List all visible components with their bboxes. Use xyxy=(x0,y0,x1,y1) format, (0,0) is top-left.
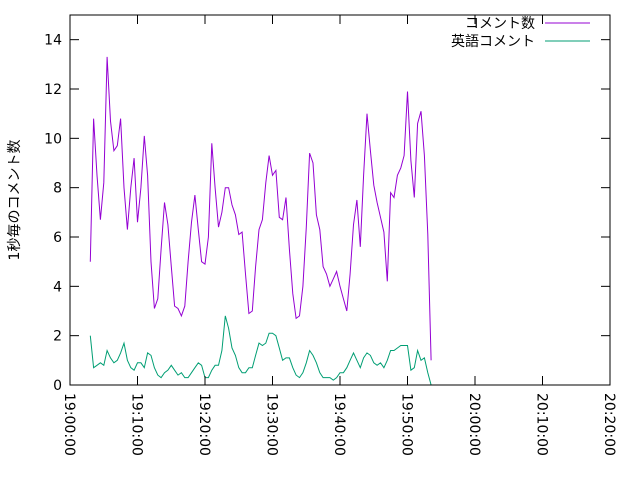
legend-label-2: 英語コメント xyxy=(451,33,535,50)
y-tick-label: 6 xyxy=(53,230,62,246)
x-tick-label: 19:30:00 xyxy=(264,393,280,456)
x-tick-label: 20:20:00 xyxy=(601,393,617,456)
legend-label-1: コメント数 xyxy=(465,16,535,32)
x-tick-label: 19:50:00 xyxy=(399,393,415,456)
y-tick-label: 2 xyxy=(53,329,62,345)
x-tick-label: 19:00:00 xyxy=(61,393,77,456)
y-tick-label: 4 xyxy=(53,279,62,295)
x-tick-label: 19:20:00 xyxy=(196,393,212,456)
y-tick-label: 8 xyxy=(53,181,62,197)
series-line-1 xyxy=(89,56,432,361)
x-tick-label: 20:00:00 xyxy=(466,393,482,456)
x-axis-ticks: 19:00:00 19:10:00 19:20:00 19:30:00 19:40:00… xyxy=(61,15,617,456)
series-line-2 xyxy=(89,315,432,386)
x-tick-label: 20:10:00 xyxy=(534,393,550,456)
y-tick-label: 14 xyxy=(44,33,62,49)
y-axis-ticks: 0 2 4 6 8 10 12 14 xyxy=(44,33,610,394)
y-tick-label: 10 xyxy=(44,131,62,147)
y-tick-label: 12 xyxy=(44,82,62,98)
x-tick-label: 19:10:00 xyxy=(129,393,145,456)
y-axis-title: 1秒毎のコメント数 xyxy=(7,140,23,261)
x-tick-label: 19:40:00 xyxy=(331,393,347,456)
series-layer xyxy=(89,56,432,386)
y-tick-label: 0 xyxy=(53,378,62,394)
